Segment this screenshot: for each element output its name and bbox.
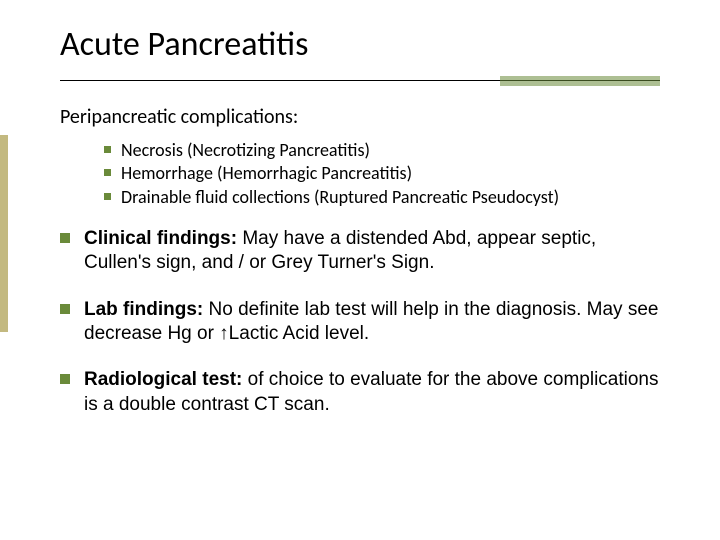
bullet-text: Drainable fluid collections (Ruptured Pa… bbox=[121, 186, 559, 209]
section-subhead: Peripancreatic complications: bbox=[60, 105, 660, 129]
inner-bullet-list: Necrosis (Necrotizing Pancreatitis) Hemo… bbox=[104, 139, 660, 209]
bullet-text: Radiological test: of choice to evaluate… bbox=[84, 368, 660, 417]
list-item: Hemorrhage (Hemorrhagic Pancreatitis) bbox=[104, 162, 660, 185]
list-item: Necrosis (Necrotizing Pancreatitis) bbox=[104, 139, 660, 162]
bullet-text: Hemorrhage (Hemorrhagic Pancreatitis) bbox=[121, 162, 412, 185]
bullet-text: Lab findings: No definite lab test will … bbox=[84, 298, 660, 347]
item-label: Lab findings: bbox=[84, 299, 203, 320]
item-label: Clinical findings: bbox=[84, 228, 237, 249]
square-bullet-icon bbox=[60, 233, 70, 243]
list-item: Drainable fluid collections (Ruptured Pa… bbox=[104, 186, 660, 209]
list-item: Radiological test: of choice to evaluate… bbox=[60, 368, 660, 417]
square-bullet-icon bbox=[60, 304, 70, 314]
list-item: Clinical findings: May have a distended … bbox=[60, 227, 660, 276]
slide-container: Acute Pancreatitis Peripancreatic compli… bbox=[0, 0, 720, 540]
outer-bullet-list: Clinical findings: May have a distended … bbox=[60, 227, 660, 417]
list-item: Lab findings: No definite lab test will … bbox=[60, 298, 660, 347]
title-divider bbox=[60, 75, 660, 87]
divider-accent bbox=[500, 76, 660, 86]
square-bullet-icon bbox=[104, 193, 111, 200]
item-label: Radiological test: bbox=[84, 369, 242, 390]
slide-title: Acute Pancreatitis bbox=[60, 24, 660, 65]
square-bullet-icon bbox=[104, 146, 111, 153]
bullet-text: Clinical findings: May have a distended … bbox=[84, 227, 660, 276]
square-bullet-icon bbox=[104, 169, 111, 176]
square-bullet-icon bbox=[60, 374, 70, 384]
bullet-text: Necrosis (Necrotizing Pancreatitis) bbox=[121, 139, 370, 162]
